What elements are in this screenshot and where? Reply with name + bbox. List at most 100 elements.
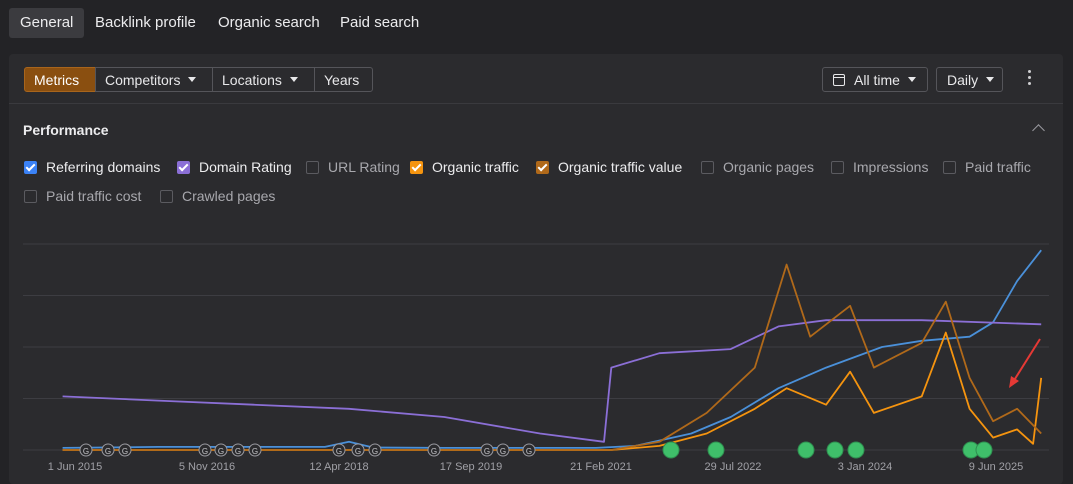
chevron-down-icon bbox=[188, 77, 197, 82]
annotation-marker-label: G bbox=[372, 447, 378, 456]
checkbox-checked-icon bbox=[410, 160, 423, 174]
metric-label: Domain Rating bbox=[199, 159, 292, 175]
metric-toggle-crawled-pages[interactable]: Crawled pages bbox=[160, 187, 275, 205]
metric-toggle-referring-domains[interactable]: Referring domains bbox=[24, 158, 160, 176]
x-tick-label: 1 Jun 2015 bbox=[48, 461, 102, 473]
tab-paid-search[interactable]: Paid search bbox=[340, 14, 420, 31]
time-range-dropdown[interactable]: All time bbox=[822, 67, 928, 92]
annotation-marker-label: G bbox=[122, 447, 128, 456]
annotation-marker bbox=[368, 443, 382, 457]
checkbox-checked-icon bbox=[536, 160, 549, 174]
metric-toggle-domain-rating[interactable]: Domain Rating bbox=[177, 158, 292, 176]
google-update-marker bbox=[975, 441, 993, 459]
annotation-marker bbox=[351, 443, 365, 457]
annotation-marker bbox=[118, 443, 132, 457]
metric-label: Organic pages bbox=[723, 159, 815, 175]
metric-toggle-organic-traffic[interactable]: Organic traffic bbox=[410, 158, 519, 176]
arrow-head-icon bbox=[1009, 376, 1019, 388]
annotation-marker bbox=[79, 443, 93, 457]
interval-dropdown[interactable]: Daily bbox=[936, 67, 1003, 92]
metric-label: Organic traffic value bbox=[558, 159, 683, 175]
metric-toggle-organic-pages[interactable]: Organic pages bbox=[701, 158, 814, 176]
annotation-marker-label: G bbox=[218, 447, 224, 456]
series-line-domain-rating bbox=[62, 319, 1042, 443]
annotation-arrow-shaft bbox=[1012, 338, 1041, 383]
x-tick-label: 5 Nov 2016 bbox=[179, 461, 235, 473]
annotation-marker bbox=[248, 443, 262, 457]
years-label: Years bbox=[324, 71, 360, 88]
x-tick-label: 9 Jun 2025 bbox=[969, 461, 1023, 473]
top-tab-bar: General Backlink profile Organic search … bbox=[0, 0, 1073, 46]
checkbox-unchecked-icon bbox=[831, 160, 844, 174]
years-tab[interactable]: Years bbox=[314, 67, 373, 92]
metric-toggle-url-rating[interactable]: URL Rating bbox=[306, 158, 400, 176]
annotation-marker-label: G bbox=[105, 447, 111, 456]
series-line-referring-domains bbox=[62, 249, 1042, 449]
annotation-marker bbox=[496, 443, 510, 457]
annotation-marker-label: G bbox=[252, 447, 258, 456]
tab-organic-search[interactable]: Organic search bbox=[218, 14, 320, 31]
locations-dropdown[interactable]: Locations bbox=[212, 67, 315, 92]
tab-backlink-profile[interactable]: Backlink profile bbox=[95, 14, 196, 31]
annotation-marker-label: G bbox=[500, 447, 506, 456]
x-tick-label: 3 Jan 2024 bbox=[838, 461, 892, 473]
chevron-down-icon bbox=[289, 77, 298, 82]
google-update-marker bbox=[707, 441, 725, 459]
performance-panel: Metrics Competitors Locations Years All … bbox=[9, 54, 1063, 484]
metric-toggle-paid-traffic-cost[interactable]: Paid traffic cost bbox=[24, 187, 141, 205]
competitors-label: Competitors bbox=[105, 71, 181, 88]
annotation-marker bbox=[522, 443, 536, 457]
chevron-down-icon bbox=[907, 77, 916, 82]
annotation-marker-label: G bbox=[336, 447, 342, 456]
metric-toggle-paid-traffic[interactable]: Paid traffic bbox=[943, 158, 1031, 176]
google-update-marker bbox=[662, 441, 680, 459]
chevron-down-icon bbox=[986, 77, 995, 82]
checkbox-checked-icon bbox=[177, 160, 190, 174]
annotation-marker-label: G bbox=[83, 447, 89, 456]
metric-toggle-organic-traffic-value[interactable]: Organic traffic value bbox=[536, 158, 682, 176]
metric-label: Organic traffic bbox=[432, 159, 519, 175]
annotation-marker-label: G bbox=[484, 447, 490, 456]
time-range-label: All time bbox=[854, 71, 900, 88]
metric-toggle-impressions[interactable]: Impressions bbox=[831, 158, 928, 176]
chart-toolbar: Metrics Competitors Locations Years All … bbox=[9, 54, 1063, 104]
annotation-marker bbox=[231, 443, 245, 457]
section-title: Performance bbox=[23, 122, 109, 138]
annotation-marker-label: G bbox=[235, 447, 241, 456]
x-tick-label: 29 Jul 2022 bbox=[705, 461, 762, 473]
metric-label: Impressions bbox=[853, 159, 929, 175]
metrics-label: Metrics bbox=[34, 71, 80, 88]
x-tick-label: 17 Sep 2019 bbox=[440, 461, 502, 473]
annotation-marker bbox=[480, 443, 494, 457]
calendar-icon bbox=[833, 73, 845, 86]
google-update-marker bbox=[797, 441, 815, 459]
annotation-marker-label: G bbox=[431, 447, 437, 456]
interval-label: Daily bbox=[947, 71, 979, 88]
more-options-icon[interactable] bbox=[1027, 70, 1033, 88]
metric-label: Crawled pages bbox=[182, 188, 276, 204]
competitors-dropdown[interactable]: Competitors bbox=[95, 67, 213, 92]
x-tick-label: 21 Feb 2021 bbox=[570, 461, 632, 473]
x-tick-label: 12 Apr 2018 bbox=[309, 461, 368, 473]
checkbox-unchecked-icon bbox=[701, 160, 714, 174]
annotation-marker bbox=[101, 443, 115, 457]
annotation-marker bbox=[332, 443, 346, 457]
metric-label: Paid traffic cost bbox=[46, 188, 142, 204]
tab-general[interactable]: General bbox=[9, 8, 85, 38]
checkbox-unchecked-icon bbox=[943, 160, 956, 174]
annotation-marker-label: G bbox=[355, 447, 361, 456]
annotation-marker-label: G bbox=[526, 447, 532, 456]
checkbox-checked-icon bbox=[24, 160, 37, 174]
annotation-marker bbox=[427, 443, 441, 457]
annotation-marker bbox=[214, 443, 228, 457]
metric-label: Referring domains bbox=[46, 159, 161, 175]
metrics-tab[interactable]: Metrics bbox=[24, 67, 96, 92]
metric-label: URL Rating bbox=[328, 159, 400, 175]
checkbox-unchecked-icon bbox=[24, 189, 37, 203]
google-update-marker bbox=[826, 441, 844, 459]
performance-chart: G G G G G G G G G G G G G G1 Jun 2015 5 Nov 2016 12 Apr… bbox=[23, 243, 1049, 473]
series-line-organic-traffic-value bbox=[62, 263, 1042, 451]
google-update-marker bbox=[847, 441, 865, 459]
annotation-marker bbox=[198, 443, 212, 457]
checkbox-unchecked-icon bbox=[160, 189, 173, 203]
